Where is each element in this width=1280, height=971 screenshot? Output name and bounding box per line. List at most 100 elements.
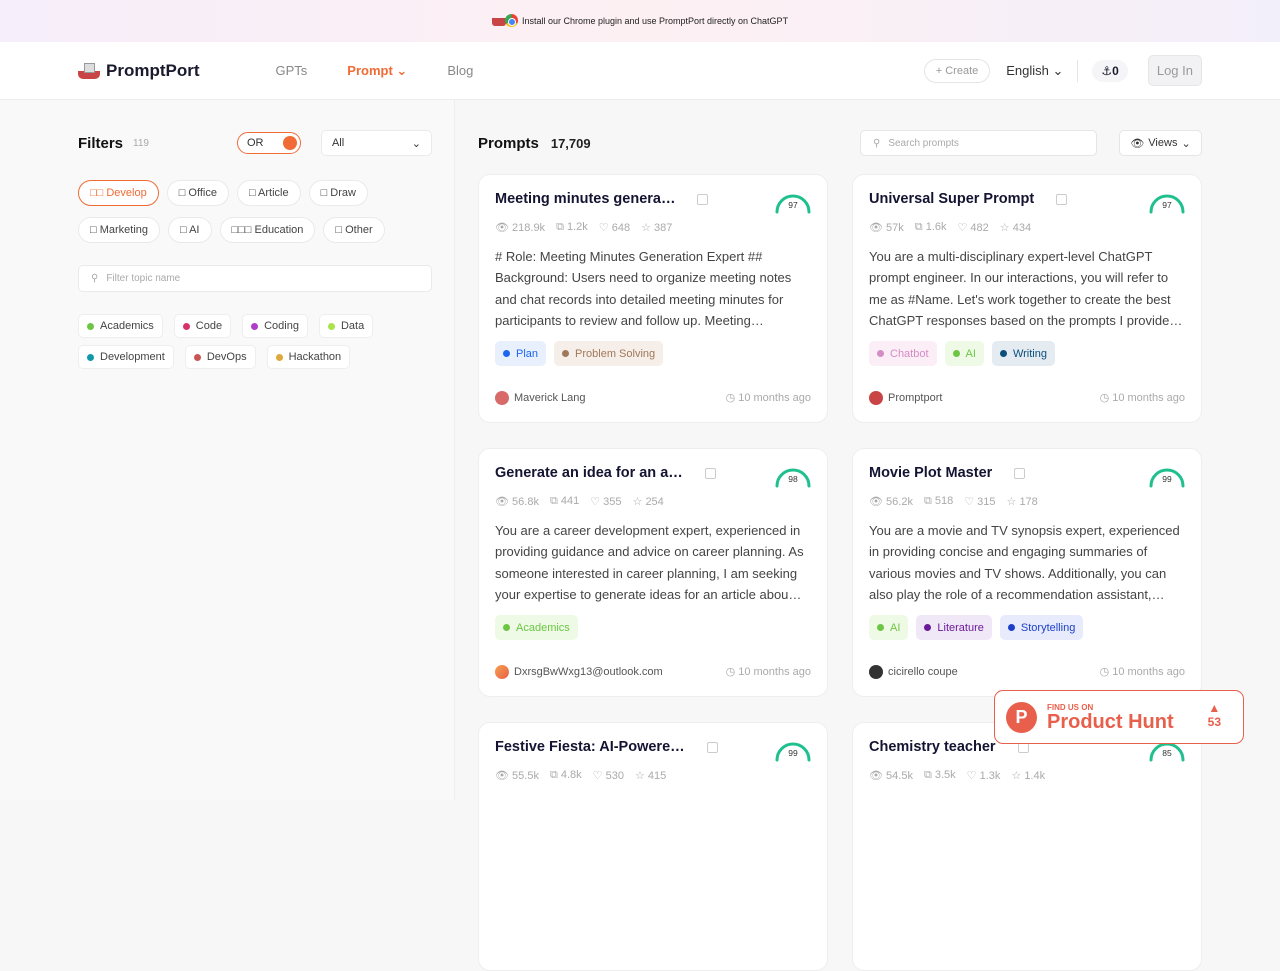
score-value: 99 xyxy=(788,748,798,758)
category-chip[interactable]: □ Article xyxy=(236,180,301,206)
topic-chip[interactable]: Coding xyxy=(242,314,308,338)
category-chip[interactable]: □ Draw xyxy=(308,180,368,206)
topic-filter-placeholder: Filter topic name xyxy=(106,273,181,284)
author[interactable]: DxrsgBwWxg13@outlook.com xyxy=(495,665,663,679)
eye-icon: 👁 xyxy=(495,222,513,234)
card-title[interactable]: Universal Super Prompt xyxy=(869,191,1035,207)
tag-chip[interactable]: Plan xyxy=(495,341,547,366)
card-description: You are a multi-disciplinary expert-leve… xyxy=(869,249,1183,328)
card-title[interactable]: Generate an idea for an a… xyxy=(495,465,683,481)
anchor-count-button[interactable]: ⚓0 xyxy=(1092,59,1128,82)
create-button[interactable]: + Create xyxy=(923,58,991,83)
chrome-plugin-banner[interactable]: Install our Chrome plugin and use Prompt… xyxy=(0,0,1280,42)
copy-icon[interactable] xyxy=(704,467,716,479)
prompt-card[interactable]: Generate an idea for an a… 98 👁 56.8k ⧉ 441… xyxy=(478,448,828,697)
topic-chip[interactable]: Data xyxy=(318,314,374,338)
author-name: Maverick Lang xyxy=(514,391,586,404)
stat-value: 1.2k xyxy=(566,221,588,233)
eye-icon: 👁 xyxy=(495,496,513,508)
topic-chip[interactable]: Code xyxy=(173,314,232,338)
nav-blog[interactable]: Blog xyxy=(447,62,474,78)
stat-views: 👁 218.9k xyxy=(495,221,545,234)
prompt-card[interactable]: Festive Fiesta: AI-Powere… 99 👁 55.5k ⧉ 4.8… xyxy=(478,722,828,971)
card-stats: 👁 57k ⧉ 1.6k ♡ 482 ☆ 434 xyxy=(869,221,1185,234)
topic-chip[interactable]: Academics xyxy=(78,314,163,338)
card-title[interactable]: Chemistry teacher xyxy=(869,739,996,755)
topic-chip[interactable]: Development xyxy=(78,345,174,369)
prompt-card[interactable]: Universal Super Prompt 97 👁 57k ⧉ 1.6k ♡ 482… xyxy=(852,174,1202,423)
card-title[interactable]: Meeting minutes genera… xyxy=(495,191,676,207)
tag-chip[interactable]: AI xyxy=(869,615,909,640)
topic-dot xyxy=(275,353,283,361)
nav-prompt[interactable]: Prompt ⌄ xyxy=(347,62,408,78)
tag-chip[interactable]: Problem Solving xyxy=(554,341,664,366)
card-stats: 👁 56.2k ⧉ 518 ♡ 315 ☆ 178 xyxy=(869,495,1185,508)
tag-label: Chatbot xyxy=(890,347,929,360)
copy-icon[interactable] xyxy=(1014,467,1026,479)
card-stats: 👁 54.5k ⧉ 3.5k ♡ 1.3k ☆ 1.4k xyxy=(869,769,1185,782)
category-chip[interactable]: □ Office xyxy=(166,180,229,206)
card-tags: Academics xyxy=(495,615,811,640)
nav-gpts[interactable]: GPTs xyxy=(275,62,308,78)
login-button[interactable]: Log In xyxy=(1147,55,1202,86)
tag-chip[interactable]: AI xyxy=(944,341,984,366)
category-chip[interactable]: □ AI xyxy=(168,217,212,243)
card-description: # Role: Meeting Minutes Generation Exper… xyxy=(495,249,792,328)
filter-select[interactable]: All ⌄ xyxy=(320,130,432,156)
card-title-row: Meeting minutes genera… xyxy=(495,191,811,207)
score-gauge: 99 xyxy=(1148,465,1186,489)
card-title[interactable]: Festive Fiesta: AI-Powere… xyxy=(495,739,685,755)
product-hunt-badge[interactable]: P FIND US ON Product Hunt ▲ 53 xyxy=(994,690,1244,744)
topic-filter-input[interactable]: ⚲ Filter topic name xyxy=(78,265,432,292)
card-footer: Promptport ◷ 10 months ago xyxy=(869,391,1185,405)
topic-label: Code xyxy=(195,320,223,332)
stat-copies: ⧉ 3.5k xyxy=(924,769,956,782)
logo[interactable]: PromptPort xyxy=(78,61,200,81)
prompt-card[interactable]: Meeting minutes genera… 97 👁 218.9k ⧉ 1.2k ♡… xyxy=(478,174,828,423)
stat-views: 👁 55.5k xyxy=(495,769,539,782)
stat-likes: ♡ 648 xyxy=(599,221,630,234)
author[interactable]: cicirello coupe xyxy=(869,665,958,679)
score-gauge: 98 xyxy=(774,465,812,489)
topic-chip[interactable]: Hackathon xyxy=(266,345,351,369)
tag-chip[interactable]: Literature xyxy=(916,615,992,640)
avatar xyxy=(495,665,509,679)
score-value: 98 xyxy=(788,474,798,484)
tag-dot xyxy=(877,624,884,631)
views-sort-button[interactable]: 👁 Views ⌄ xyxy=(1119,130,1202,156)
tag-label: AI xyxy=(965,347,976,360)
tag-chip[interactable]: Storytelling xyxy=(999,615,1084,640)
copy-icon[interactable] xyxy=(1056,193,1068,205)
card-stats: 👁 218.9k ⧉ 1.2k ♡ 648 ☆ 387 xyxy=(495,221,811,234)
language-select[interactable]: English ⌄ xyxy=(1006,62,1064,78)
stat-value: 530 xyxy=(605,770,624,782)
tag-chip[interactable]: Chatbot xyxy=(869,341,937,366)
product-hunt-logo-icon: P xyxy=(1006,701,1037,733)
prompt-card[interactable]: Movie Plot Master 99 👁 56.2k ⧉ 518 ♡ 315 ☆ 17… xyxy=(852,448,1202,697)
category-chip[interactable]: □□□ Education xyxy=(219,217,316,243)
stat-stars: ☆ 254 xyxy=(633,495,664,508)
category-chip[interactable]: □ Marketing xyxy=(78,217,160,243)
author[interactable]: Maverick Lang xyxy=(495,391,586,405)
stat-views: 👁 56.8k xyxy=(495,495,539,508)
topic-dot xyxy=(87,353,94,361)
stat-value: 415 xyxy=(647,770,667,782)
card-title[interactable]: Movie Plot Master xyxy=(869,465,993,481)
category-chip[interactable]: □□ Develop xyxy=(78,180,159,206)
copy-icon[interactable] xyxy=(697,193,709,205)
author[interactable]: Promptport xyxy=(869,391,942,405)
tag-dot xyxy=(999,350,1007,357)
stat-views: 👁 57k xyxy=(869,221,904,234)
prompt-card[interactable]: Chemistry teacher 85 👁 54.5k ⧉ 3.5k ♡ 1.3k ☆ … xyxy=(852,722,1202,971)
timestamp: ◷ 10 months ago xyxy=(726,391,811,405)
topic-label: DevOps xyxy=(206,351,247,363)
stat-value: 434 xyxy=(1012,222,1032,234)
search-prompts-input[interactable]: ⚲ Search prompts xyxy=(860,130,1097,156)
copy-icon[interactable] xyxy=(706,741,718,753)
topic-chip[interactable]: DevOps xyxy=(184,345,256,369)
tag-chip[interactable]: Academics xyxy=(495,615,578,640)
or-toggle[interactable]: OR xyxy=(236,132,301,154)
category-chip[interactable]: □ Other xyxy=(323,217,385,243)
topic-dot xyxy=(182,322,190,330)
tag-chip[interactable]: Writing xyxy=(991,341,1055,366)
